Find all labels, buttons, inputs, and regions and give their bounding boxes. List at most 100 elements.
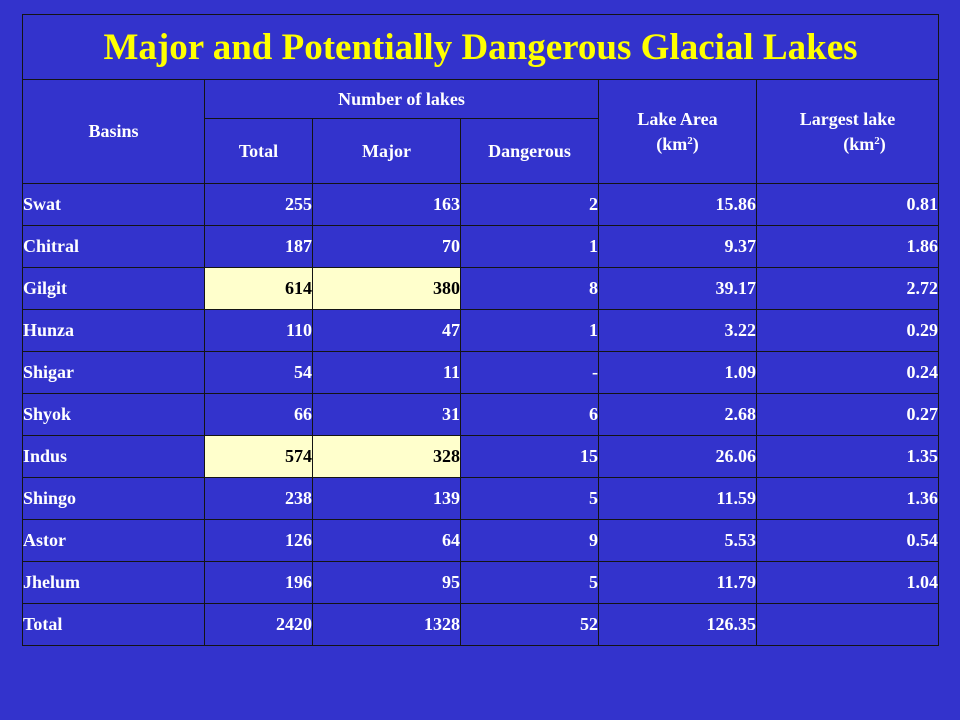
dangerous-cell: 5 (460, 561, 599, 604)
dangerous-cell: 1 (460, 225, 599, 268)
largest-lake-cell: 0.81 (756, 183, 939, 226)
header-lake-area-unit: (km2) (656, 134, 699, 154)
total-cell: 187 (204, 225, 313, 268)
basin-cell: Chitral (22, 225, 205, 268)
dangerous-cell: 2 (460, 183, 599, 226)
table-row: Shingo 238 139 5 11.59 1.36 (22, 477, 939, 520)
table-row: Indus 574 328 15 26.06 1.35 (22, 435, 939, 478)
lake-area-cell: 126.35 (598, 603, 757, 646)
basin-cell: Shigar (22, 351, 205, 394)
lake-area-cell: 26.06 (598, 435, 757, 478)
lake-area-cell: 11.59 (598, 477, 757, 520)
table-row: Astor 126 64 9 5.53 0.54 (22, 519, 939, 562)
major-cell: 47 (312, 309, 461, 352)
table-row: Shyok 66 31 6 2.68 0.27 (22, 393, 939, 436)
lake-area-cell: 1.09 (598, 351, 757, 394)
lake-area-cell: 9.37 (598, 225, 757, 268)
dangerous-cell: - (460, 351, 599, 394)
basin-cell: Gilgit (22, 267, 205, 310)
table-row: Jhelum 196 95 5 11.79 1.04 (22, 561, 939, 604)
basin-cell: Total (22, 603, 205, 646)
unit-close: ) (879, 133, 886, 154)
largest-lake-cell: 0.29 (756, 309, 939, 352)
total-cell: 574 (204, 435, 313, 478)
table-row: Swat 255 163 2 15.86 0.81 (22, 183, 939, 226)
header-major: Major (312, 118, 461, 184)
table-body: Swat 255 163 2 15.86 0.81 Chitral 187 70 1 9.37 1.8… (22, 183, 939, 646)
dangerous-cell: 1 (460, 309, 599, 352)
unit-superscript: 2 (687, 134, 693, 147)
dangerous-cell: 15 (460, 435, 599, 478)
table-title: Major and Potentially Dangerous Glacial … (22, 14, 939, 80)
header-largest-lake: Largest lake (km2) (756, 79, 939, 184)
lake-area-cell: 15.86 (598, 183, 757, 226)
header-basins: Basins (22, 79, 205, 184)
glacial-lakes-table: Major and Potentially Dangerous Glacial … (22, 14, 939, 646)
major-cell: 139 (312, 477, 461, 520)
major-cell: 95 (312, 561, 461, 604)
header-number-of-lakes: Number of lakes (204, 79, 599, 119)
unit-open: (km (656, 133, 688, 154)
unit-superscript: 2 (874, 134, 880, 147)
major-cell: 1328 (312, 603, 461, 646)
lake-area-cell: 39.17 (598, 267, 757, 310)
total-cell: 614 (204, 267, 313, 310)
header-lake-area: Lake Area (km2) (598, 79, 757, 184)
major-cell: 31 (312, 393, 461, 436)
total-cell: 2420 (204, 603, 313, 646)
largest-lake-cell: 1.86 (756, 225, 939, 268)
basin-cell: Astor (22, 519, 205, 562)
dangerous-cell: 6 (460, 393, 599, 436)
total-cell: 110 (204, 309, 313, 352)
largest-lake-cell (756, 603, 939, 646)
table-row: Hunza 110 47 1 3.22 0.29 (22, 309, 939, 352)
major-cell: 328 (312, 435, 461, 478)
unit-close: ) (692, 133, 699, 154)
largest-lake-cell: 1.35 (756, 435, 939, 478)
unit-open: (km (843, 133, 875, 154)
lake-area-cell: 11.79 (598, 561, 757, 604)
major-cell: 11 (312, 351, 461, 394)
basin-cell: Jhelum (22, 561, 205, 604)
header-row-1: Basins Number of lakes Lake Area (km2) L… (22, 79, 939, 184)
major-cell: 70 (312, 225, 461, 268)
total-cell: 126 (204, 519, 313, 562)
title-row: Major and Potentially Dangerous Glacial … (22, 14, 939, 80)
lake-area-cell: 5.53 (598, 519, 757, 562)
header-dangerous: Dangerous (460, 118, 599, 184)
major-cell: 163 (312, 183, 461, 226)
major-cell: 64 (312, 519, 461, 562)
header-lake-area-label: Lake Area (637, 109, 718, 130)
major-cell: 380 (312, 267, 461, 310)
header-largest-lake-label: Largest lake (799, 109, 896, 130)
header-largest-lake-unit: (km2) (809, 132, 886, 156)
header-total: Total (204, 118, 313, 184)
total-cell: 54 (204, 351, 313, 394)
basin-cell: Swat (22, 183, 205, 226)
basin-cell: Shingo (22, 477, 205, 520)
table-row: Shigar 54 11-1.09 0.24 (22, 351, 939, 394)
total-cell: 196 (204, 561, 313, 604)
table-row: Chitral 187 70 1 9.37 1.86 (22, 225, 939, 268)
dangerous-cell: 52 (460, 603, 599, 646)
total-cell: 238 (204, 477, 313, 520)
basin-cell: Indus (22, 435, 205, 478)
dangerous-cell: 9 (460, 519, 599, 562)
largest-lake-cell: 0.27 (756, 393, 939, 436)
largest-lake-cell: 1.36 (756, 477, 939, 520)
total-cell: 255 (204, 183, 313, 226)
basin-cell: Shyok (22, 393, 205, 436)
dangerous-cell: 8 (460, 267, 599, 310)
basin-cell: Hunza (22, 309, 205, 352)
largest-lake-cell: 0.54 (756, 519, 939, 562)
lake-area-cell: 3.22 (598, 309, 757, 352)
table-row: Gilgit 614 380 8 39.17 2.72 (22, 267, 939, 310)
largest-lake-cell: 0.24 (756, 351, 939, 394)
dangerous-cell: 5 (460, 477, 599, 520)
total-cell: 66 (204, 393, 313, 436)
table-row: Total 2420 1328 52 126.35 (22, 603, 939, 646)
largest-lake-cell: 2.72 (756, 267, 939, 310)
largest-lake-cell: 1.04 (756, 561, 939, 604)
lake-area-cell: 2.68 (598, 393, 757, 436)
